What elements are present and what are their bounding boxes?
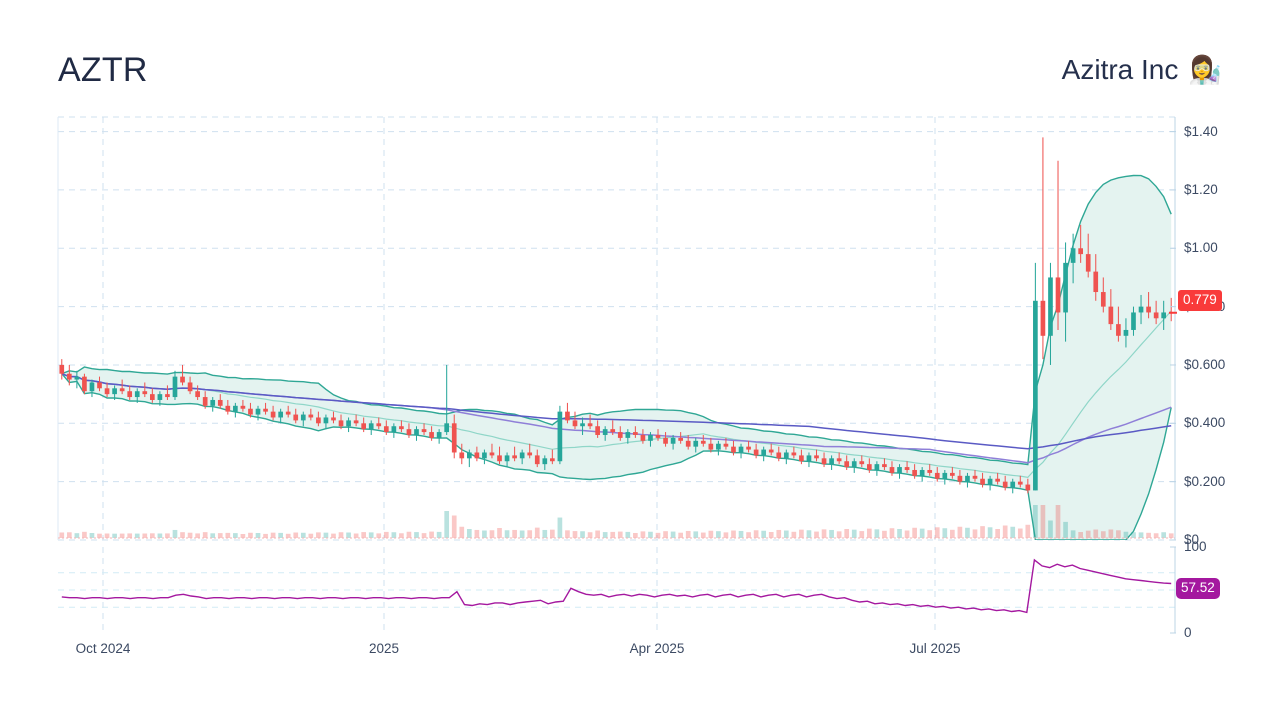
rsi-axis-label: 100 xyxy=(1184,539,1207,554)
rsi-value-badge[interactable]: 57.52 xyxy=(1176,578,1220,599)
x-axis-label: Oct 2024 xyxy=(75,641,131,656)
axis-tick-marks xyxy=(1170,131,1176,634)
ticker-symbol: AZTR xyxy=(58,51,148,89)
candlestick-series[interactable] xyxy=(59,137,1174,494)
bollinger-lower-band xyxy=(61,373,1172,540)
rsi-axis-label: 0 xyxy=(1184,625,1192,640)
moving-average-fast-line xyxy=(61,373,1172,450)
rsi-gridlines xyxy=(58,572,1175,608)
volume-bars xyxy=(59,505,1174,538)
x-axis-label: Jul 2025 xyxy=(909,641,961,656)
x-axis-label: 2025 xyxy=(368,641,400,656)
last-price-badge[interactable]: 0.779 xyxy=(1178,290,1222,311)
y-axis-label: $1.20 xyxy=(1184,181,1218,197)
bollinger-middle-band xyxy=(61,310,1172,479)
y-axis-label: $0.600 xyxy=(1184,356,1226,372)
scientist-emoji: 👩‍🔬 xyxy=(1188,55,1222,85)
y-axis-label: $0.200 xyxy=(1184,473,1226,489)
company-name: Azitra Inc xyxy=(1061,54,1179,85)
y-axis-label: $1.00 xyxy=(1184,240,1218,256)
y-axis-label: $0 xyxy=(1184,532,1200,547)
y-axis-label: $1.40 xyxy=(1184,123,1218,139)
y-axis-label: $0.400 xyxy=(1184,415,1226,431)
x-axis-label: Apr 2025 xyxy=(629,641,685,656)
company-name-group: Azitra Inc 👩‍🔬 xyxy=(1062,48,1222,92)
chart-header: AZTR Azitra Inc 👩‍🔬 xyxy=(0,48,1280,108)
rsi-line xyxy=(61,558,1172,614)
x-gridlines xyxy=(57,117,936,633)
bollinger-upper-band xyxy=(61,174,1172,466)
